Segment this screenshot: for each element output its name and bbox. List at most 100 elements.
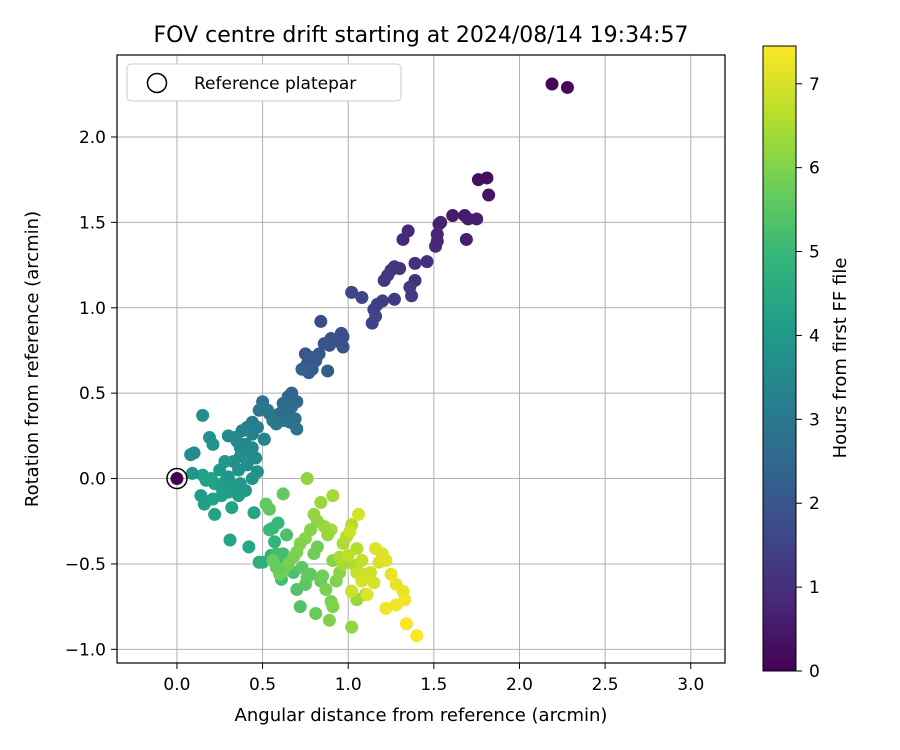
data-point [319,583,333,597]
x-tick-label: 1.0 [335,675,362,695]
data-point [367,576,381,590]
y-tick-label: 1.5 [79,213,106,233]
data-point [430,234,444,248]
data-point [314,314,328,328]
plot-frame [116,54,726,664]
data-point [341,548,355,562]
data-point [247,506,261,520]
data-point [269,417,283,431]
data-point [307,507,321,521]
data-point [399,617,413,631]
data-point [213,463,227,477]
data-point [345,584,359,598]
data-point [245,441,259,455]
data-point [280,528,294,542]
data-point [223,533,237,547]
y-axis-ticks: −1.0 −0.5 0.0 0.5 1.0 1.5 2.0 [65,128,117,660]
colorbar-tick-label: 6 [809,159,820,179]
data-point [480,171,494,185]
data-point [225,501,239,515]
data-point [304,567,318,581]
data-point [187,446,201,460]
data-point [266,554,280,568]
data-point [310,540,324,554]
chart-title: FOV centre drift starting at 2024/08/14 … [154,23,689,48]
data-point [351,507,365,521]
data-point [321,364,335,378]
data-point [343,524,357,538]
data-point [360,588,374,602]
data-point [170,472,184,486]
colorbar-tick-label: 5 [809,243,820,263]
data-point [355,291,369,305]
x-tick-label: 0.0 [163,675,190,695]
data-point [336,340,350,354]
data-point [221,429,235,443]
data-points [170,77,574,643]
reference-marker-group [166,467,188,490]
data-point [322,613,336,627]
data-point [459,232,473,246]
x-tick-label: 2.0 [506,675,533,695]
x-axis-label: Angular distance from reference (arcmin) [235,705,608,726]
legend-label: Reference platepar [194,74,356,94]
data-point [384,567,398,581]
data-point [369,309,383,323]
y-axis-label: Rotation from reference (arcmin) [22,211,43,507]
data-point [434,215,448,229]
data-point [268,535,282,549]
data-point [232,489,246,503]
data-point [242,540,256,554]
data-point [377,273,391,287]
data-point [410,629,424,643]
x-tick-label: 1.5 [420,675,447,695]
data-point [245,427,259,441]
data-point [257,432,271,446]
data-point [214,489,228,503]
reference-marker [166,467,188,490]
data-point [262,523,276,537]
data-point [482,188,496,202]
colorbar-tick-label: 2 [809,494,820,514]
data-point [309,606,323,620]
colorbar-tick-label: 1 [809,578,820,598]
data-point [345,285,359,299]
y-tick-label: 1.0 [79,299,106,319]
data-point [446,209,460,223]
x-tick-label: 2.5 [592,675,619,695]
data-point [285,400,299,414]
data-point [317,337,331,351]
colorbar-tick-label: 4 [809,326,820,346]
data-point [470,212,484,226]
legend-reference-marker [146,72,168,94]
data-point [206,437,220,451]
x-tick-label: 0.5 [249,675,276,695]
data-point [379,554,393,568]
colorbar-ticks: 0 1 2 3 4 5 6 7 [796,75,820,682]
data-point [293,600,307,614]
data-point [345,620,359,634]
data-point [545,77,559,91]
data-point [420,255,434,269]
data-point [369,542,383,556]
data-point [363,565,377,579]
data-point [276,547,290,561]
data-point [389,598,403,612]
data-point [326,600,340,614]
plot-background [117,55,725,663]
data-point [408,256,422,270]
data-point [405,289,419,303]
colorbar-tick-label: 7 [809,75,820,95]
data-point [316,569,330,583]
colorbar [762,45,797,672]
legend-box [126,63,402,102]
x-tick-label: 3.0 [677,675,704,695]
data-point [387,292,401,306]
data-point [379,601,393,615]
x-axis-ticks: 0.0 0.5 1.0 1.5 2.0 2.5 3.0 [163,663,704,695]
data-point [314,495,328,509]
data-point [355,574,369,588]
y-tick-label: 0.5 [79,384,106,404]
data-point [185,466,199,480]
